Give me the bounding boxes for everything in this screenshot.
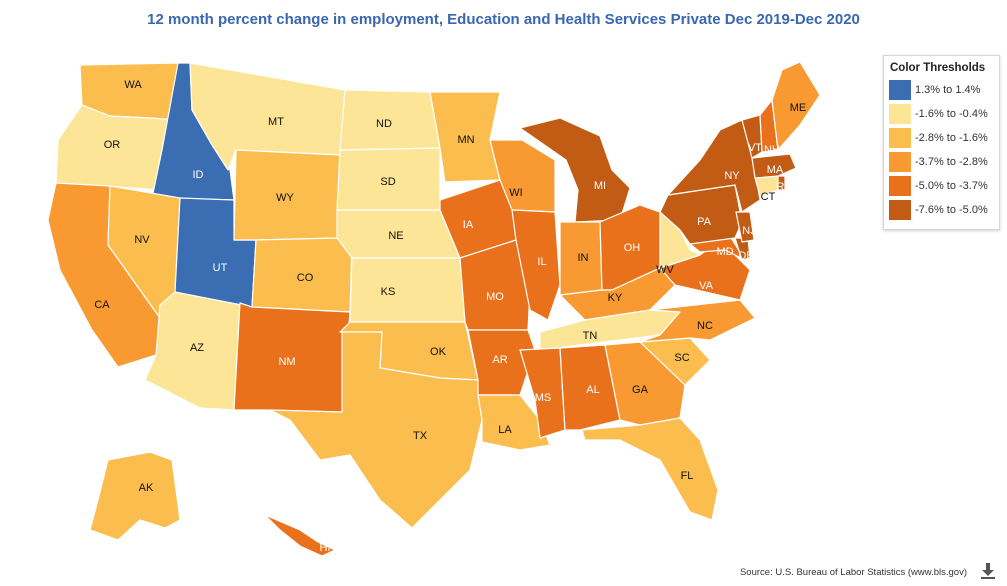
state-tx[interactable] bbox=[269, 331, 483, 529]
state-nc[interactable] bbox=[639, 299, 756, 343]
state-label-il: IL bbox=[537, 256, 546, 268]
state-label-mt: MT bbox=[268, 116, 284, 128]
state-label-hi: HI bbox=[320, 542, 331, 554]
state-label-ia: IA bbox=[463, 219, 474, 231]
state-label-ga: GA bbox=[632, 384, 649, 396]
state-label-ne: NE bbox=[388, 230, 403, 242]
legend-label: 1.3% to 1.4% bbox=[915, 84, 981, 96]
state-ri[interactable] bbox=[777, 175, 786, 191]
state-label-mi: MI bbox=[594, 180, 606, 192]
state-label-nm: NM bbox=[278, 356, 295, 368]
legend-item[interactable]: -3.7% to -2.8% bbox=[889, 151, 994, 173]
state-label-ca: CA bbox=[94, 299, 110, 311]
state-label-nd: ND bbox=[376, 118, 392, 130]
state-me[interactable] bbox=[771, 61, 821, 151]
state-label-ks: KS bbox=[381, 286, 396, 298]
state-ks[interactable] bbox=[349, 257, 466, 323]
color-thresholds-legend: Color Thresholds 1.3% to 1.4% -1.6% to -0… bbox=[883, 55, 1000, 230]
state-label-wv: WV bbox=[656, 264, 674, 276]
state-label-ut: UT bbox=[213, 262, 228, 274]
legend-item[interactable]: -1.6% to -0.4% bbox=[889, 103, 994, 125]
state-nj[interactable] bbox=[735, 211, 755, 243]
legend-label: -3.7% to -2.8% bbox=[915, 156, 988, 168]
state-label-vt: VT bbox=[748, 142, 762, 154]
legend-item[interactable]: -2.8% to -1.6% bbox=[889, 127, 994, 149]
state-label-sd: SD bbox=[380, 176, 395, 188]
state-label-ms: MS bbox=[535, 392, 552, 404]
state-label-pa: PA bbox=[697, 216, 712, 228]
state-label-mo: MO bbox=[486, 291, 504, 303]
legend-label: -2.8% to -1.6% bbox=[915, 132, 988, 144]
state-label-fl: FL bbox=[681, 470, 694, 482]
state-ms[interactable] bbox=[519, 347, 566, 439]
map-title: 12 month percent change in employment, E… bbox=[147, 11, 860, 28]
legend-swatch bbox=[889, 200, 911, 220]
state-label-de: DE bbox=[738, 250, 753, 262]
legend-item[interactable]: 1.3% to 1.4% bbox=[889, 79, 994, 101]
state-hi[interactable] bbox=[264, 514, 336, 557]
legend-swatch bbox=[889, 128, 911, 148]
state-label-in: IN bbox=[578, 252, 589, 264]
legend-swatch bbox=[889, 152, 911, 172]
state-ma[interactable] bbox=[751, 153, 797, 179]
legend-label: -5.0% to -3.7% bbox=[915, 180, 988, 192]
state-label-ny: NY bbox=[724, 170, 740, 182]
state-label-mn: MN bbox=[457, 134, 474, 146]
state-label-tn: TN bbox=[583, 330, 598, 342]
legend-label: -7.6% to -5.0% bbox=[915, 204, 988, 216]
state-label-nh: NH bbox=[764, 144, 780, 156]
state-label-va: VA bbox=[699, 280, 714, 292]
state-il[interactable] bbox=[511, 209, 561, 321]
download-icon[interactable] bbox=[979, 562, 997, 580]
state-label-sc: SC bbox=[674, 352, 689, 364]
state-label-me: ME bbox=[790, 102, 807, 114]
state-label-az: AZ bbox=[190, 342, 204, 354]
state-label-ok: OK bbox=[430, 346, 447, 358]
state-label-tx: TX bbox=[413, 430, 428, 442]
state-label-wy: WY bbox=[276, 192, 294, 204]
state-label-wa: WA bbox=[124, 79, 142, 91]
state-label-id: ID bbox=[193, 169, 204, 181]
state-label-oh: OH bbox=[624, 242, 641, 254]
state-label-co: CO bbox=[297, 272, 314, 284]
state-label-nj: NJ bbox=[742, 225, 755, 237]
state-label-ma: MA bbox=[767, 164, 784, 176]
state-label-wi: WI bbox=[509, 187, 522, 199]
state-label-ar: AR bbox=[492, 354, 507, 366]
state-al[interactable] bbox=[559, 344, 621, 431]
state-label-or: OR bbox=[104, 139, 121, 151]
legend-item[interactable]: -5.0% to -3.7% bbox=[889, 175, 994, 197]
legend-swatch bbox=[889, 104, 911, 124]
legend-title: Color Thresholds bbox=[890, 62, 986, 74]
source-note: Source: U.S. Bureau of Labor Statistics … bbox=[739, 567, 967, 578]
state-label-ct: CT bbox=[761, 191, 776, 203]
state-label-md: MD bbox=[716, 246, 733, 258]
legend-item[interactable]: -7.6% to -5.0% bbox=[889, 199, 994, 221]
state-label-nc: NC bbox=[697, 320, 713, 332]
legend-swatch bbox=[889, 80, 911, 100]
state-label-la: LA bbox=[498, 424, 512, 436]
state-label-al: AL bbox=[586, 384, 599, 396]
state-fl[interactable] bbox=[581, 417, 719, 521]
state-ak[interactable] bbox=[89, 451, 181, 541]
state-label-ky: KY bbox=[608, 292, 623, 304]
state-la[interactable] bbox=[477, 394, 551, 451]
state-label-nv: NV bbox=[134, 234, 150, 246]
state-label-ak: AK bbox=[139, 482, 154, 494]
legend-label: -1.6% to -0.4% bbox=[915, 108, 988, 120]
legend-swatch bbox=[889, 176, 911, 196]
state-mi[interactable] bbox=[519, 117, 631, 223]
state-label-ri: RI bbox=[777, 181, 788, 193]
